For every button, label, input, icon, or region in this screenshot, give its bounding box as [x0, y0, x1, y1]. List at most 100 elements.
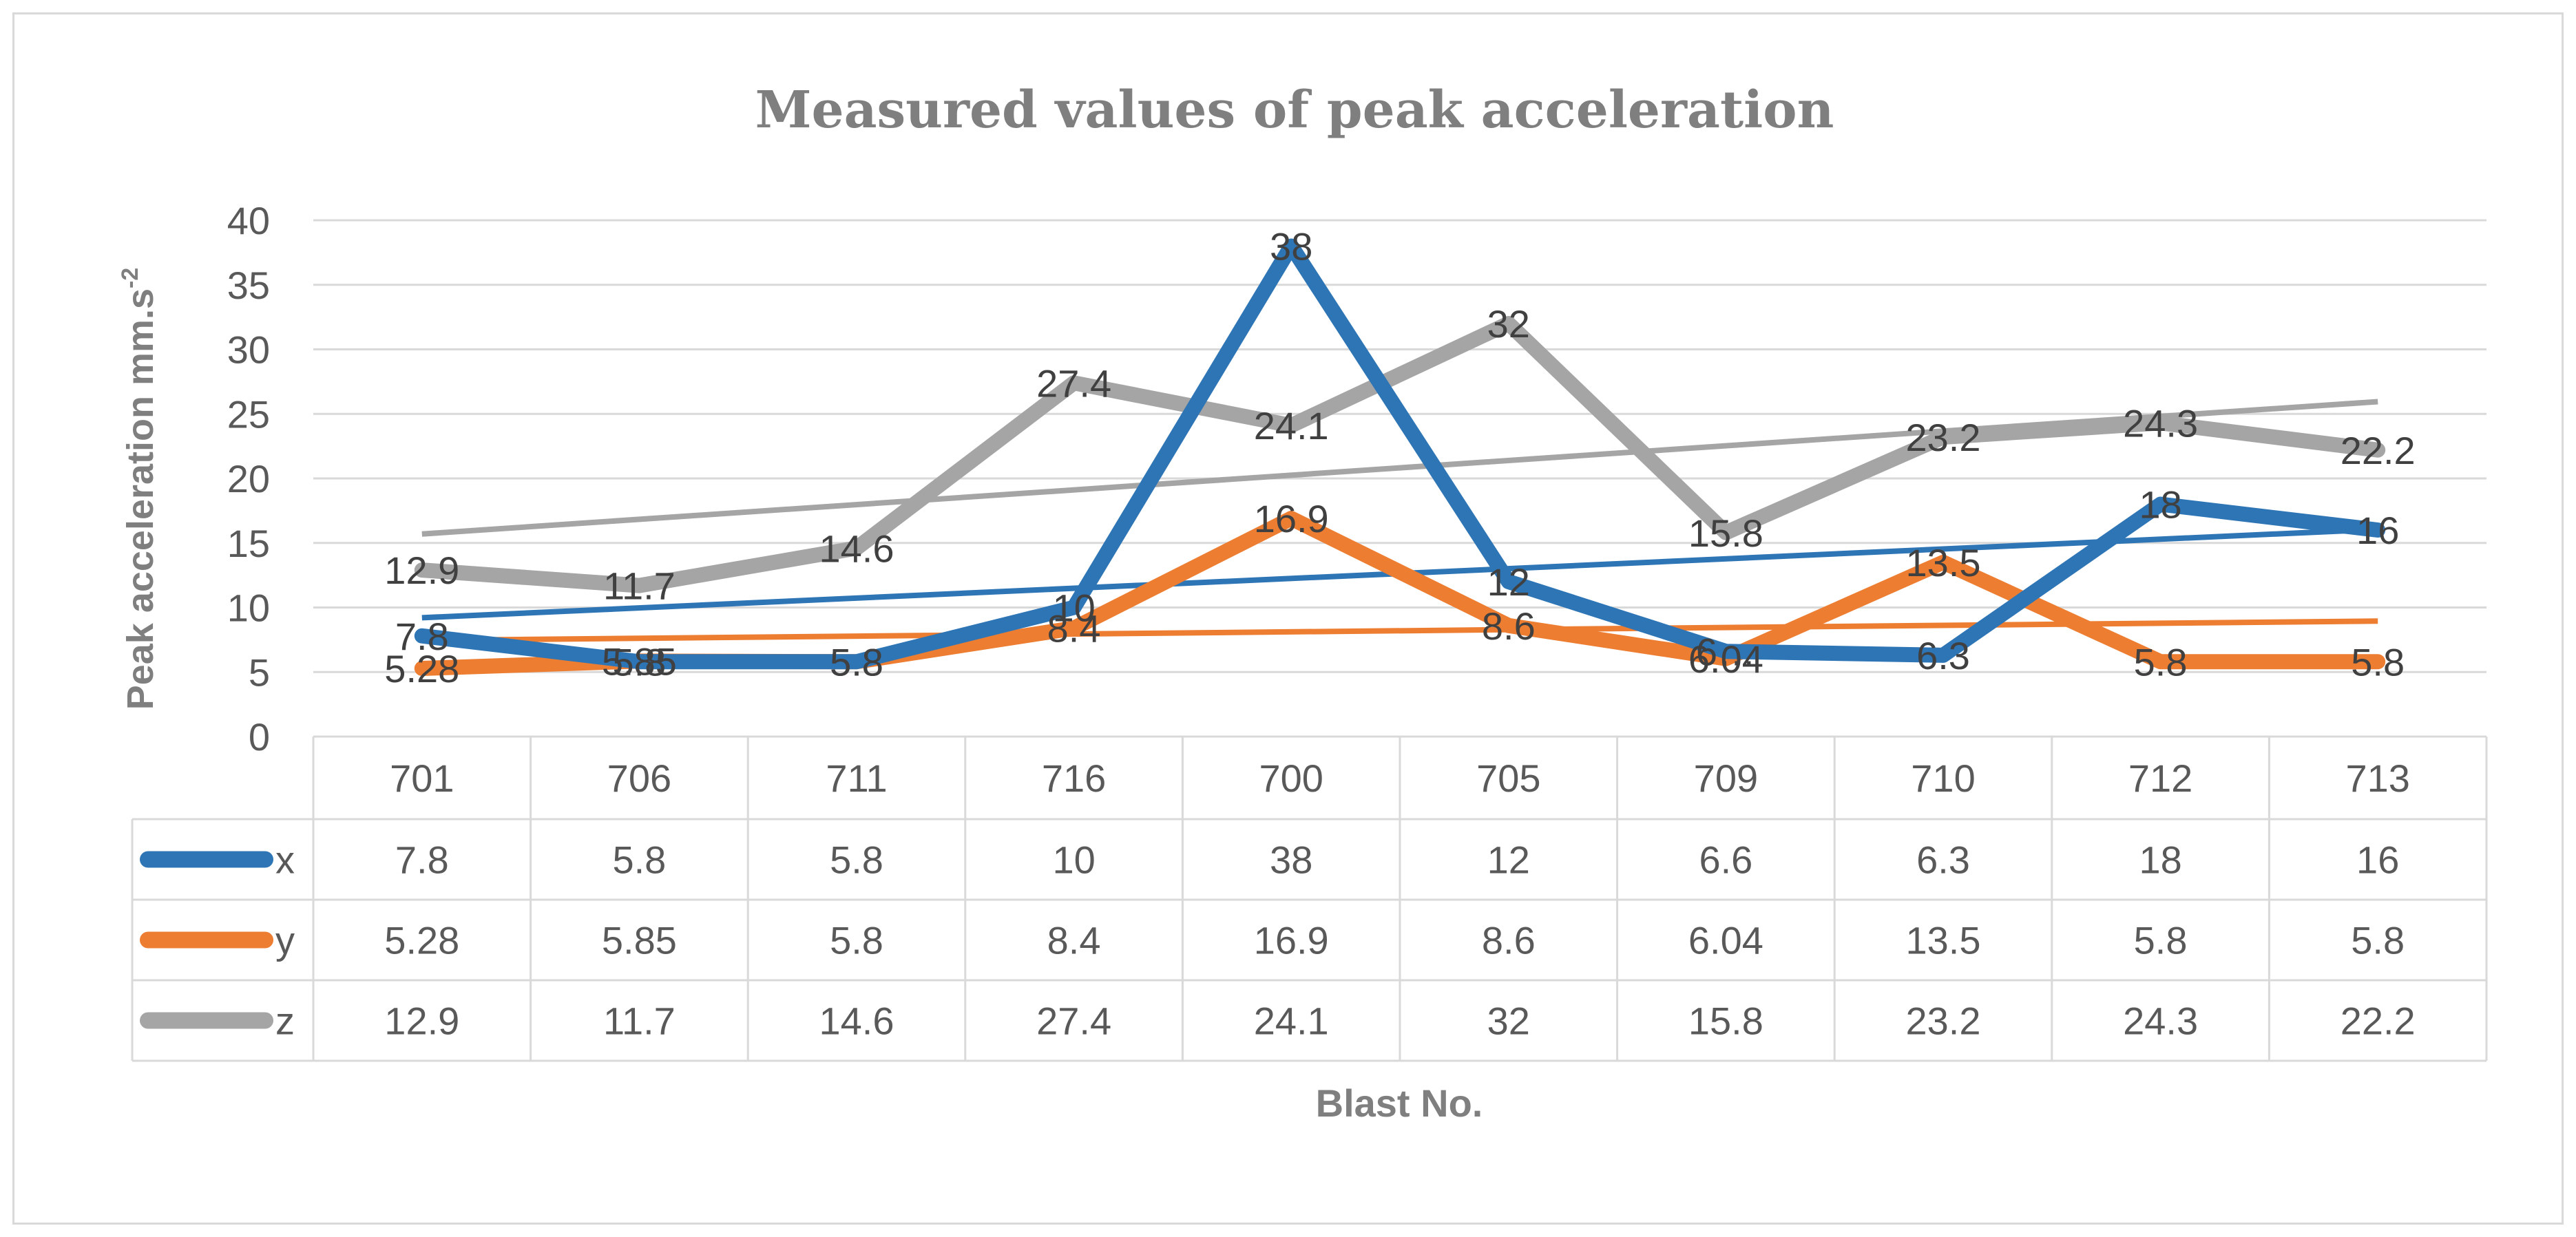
data-point-z [1505, 321, 1511, 326]
data-label-y: 8.6 [1482, 604, 1536, 648]
data-point-y [2375, 659, 2381, 665]
x-category-label: 709 [1694, 757, 1758, 800]
trendline-y [421, 618, 2378, 644]
y-tick-label: 0 [249, 715, 270, 759]
data-point-x [854, 659, 859, 665]
x-category-label: 712 [2128, 757, 2192, 800]
data-point-x [419, 633, 425, 639]
data-label-y: 5.8 [2351, 640, 2405, 684]
data-label-x: 18 [2139, 483, 2181, 527]
table-cell: 15.8 [1688, 1000, 1763, 1043]
table-cell: 7.8 [395, 838, 449, 882]
data-label-x: 16 [2356, 509, 2399, 552]
data-label-x: 6… [1696, 630, 1756, 673]
data-label-y: 6.04 [1688, 637, 1763, 681]
data-point-x [2157, 501, 2164, 507]
x-category-label: 713 [2345, 757, 2409, 800]
table-cell: 23.2 [1906, 1000, 1981, 1043]
data-point-x [1288, 243, 1295, 249]
table-cell: 12 [1487, 838, 1530, 882]
table-cell: 5.28 [384, 919, 459, 962]
table-cell: 6.3 [1916, 838, 1970, 882]
data-point-z [1940, 434, 1946, 440]
data-label-y: 5.28 [384, 647, 459, 690]
data-label-y: 16.9 [1254, 497, 1329, 540]
data-point-x [2375, 527, 2381, 533]
data-label-z: 14.6 [819, 527, 894, 570]
data-label-x: 10 [1052, 586, 1095, 630]
data-label-y: 5.85 [602, 639, 677, 683]
series-line-x [414, 238, 2386, 670]
legend-label-x: x [275, 838, 295, 882]
table-cell: 8.6 [1482, 919, 1536, 962]
table-cell: 5.8 [830, 919, 883, 962]
x-category-label: 700 [1259, 757, 1323, 800]
data-point-x [636, 659, 642, 665]
data-point-x [1723, 648, 1729, 655]
x-category-label: 710 [1911, 757, 1975, 800]
x-category-label: 706 [607, 757, 671, 800]
series-line-z [414, 316, 2386, 593]
data-label-z: 11.7 [603, 564, 676, 608]
table-cell: 6.04 [1688, 919, 1763, 962]
data-label-x: 5.8 [830, 640, 883, 684]
x-category-label: 705 [1476, 757, 1540, 800]
x-axis-label: Blast No. [1316, 1081, 1483, 1125]
data-label-y: 5.8 [2134, 640, 2188, 684]
y-tick-label: 15 [227, 522, 270, 565]
table-cell: 13.5 [1906, 919, 1981, 962]
table-cell: 10 [1052, 838, 1095, 882]
table-cell: 6.6 [1699, 838, 1752, 882]
x-category-label: 711 [826, 757, 887, 800]
table-cell: 5.8 [830, 838, 883, 882]
y-tick-label: 35 [227, 264, 270, 307]
data-point-y [2157, 659, 2164, 665]
data-point-x [1940, 652, 1946, 658]
table-cell: 12.9 [384, 1000, 459, 1043]
table-cell: 16.9 [1254, 919, 1329, 962]
data-label-x: 5.8 [612, 640, 666, 684]
table-cell: 5.85 [602, 919, 677, 962]
data-label-x: 38 [1270, 225, 1312, 268]
data-label-y: 13.5 [1906, 541, 1981, 584]
data-label-z: 24.3 [2123, 401, 2198, 445]
data-label-y: 8.4 [1047, 607, 1101, 651]
y-tick-label: 5 [249, 651, 270, 694]
data-label-z: 24.1 [1254, 404, 1329, 447]
data-point-x [1505, 579, 1511, 584]
data-label-z: 15.8 [1688, 511, 1763, 555]
y-axis-label: Peak acceleration mm.s-2 [117, 268, 161, 710]
data-label-x: 12 [1487, 560, 1530, 604]
data-table: 701 706 711 716 700 705 709 710 712 713 x 7.8 5.8 5.8… [131, 737, 2488, 1062]
table-cell: 24.3 [2123, 1000, 2198, 1043]
data-point-x [1071, 604, 1077, 611]
data-label-x: 7.8 [395, 615, 449, 658]
table-cell: 18 [2139, 838, 2181, 882]
data-point-y [419, 666, 425, 671]
data-label-z: 27.4 [1036, 361, 1111, 405]
data-point-z [2157, 420, 2164, 426]
y-tick-label: 40 [227, 199, 270, 242]
legend-label-y: y [275, 919, 295, 962]
table-cell: 27.4 [1036, 1000, 1111, 1043]
data-label-y: 5.8 [830, 640, 883, 684]
data-point-y [1505, 622, 1511, 628]
data-point-y [1288, 516, 1295, 522]
series-lines [414, 238, 2386, 676]
table-cell: 11.7 [603, 1000, 676, 1043]
data-point-z [854, 545, 859, 551]
data-label-z: 22.2 [2341, 429, 2416, 472]
chart-title: Measured values of peak acceleration [755, 81, 1834, 140]
y-tick-label: 20 [227, 457, 270, 500]
legend-label-z: z [275, 1000, 295, 1043]
table-cell: 16 [2356, 838, 2399, 882]
data-point-y [1940, 559, 1946, 565]
y-axis-ticks: 0 5 10 15 20 25 30 35 40 [227, 199, 270, 759]
data-point-z [2375, 447, 2381, 453]
data-label-z: 32 [1487, 302, 1530, 346]
data-label-x: 6.3 [1916, 634, 1970, 677]
trendlines [421, 399, 2378, 644]
y-tick-label: 30 [227, 328, 270, 372]
data-label-z: 23.2 [1906, 416, 1981, 459]
